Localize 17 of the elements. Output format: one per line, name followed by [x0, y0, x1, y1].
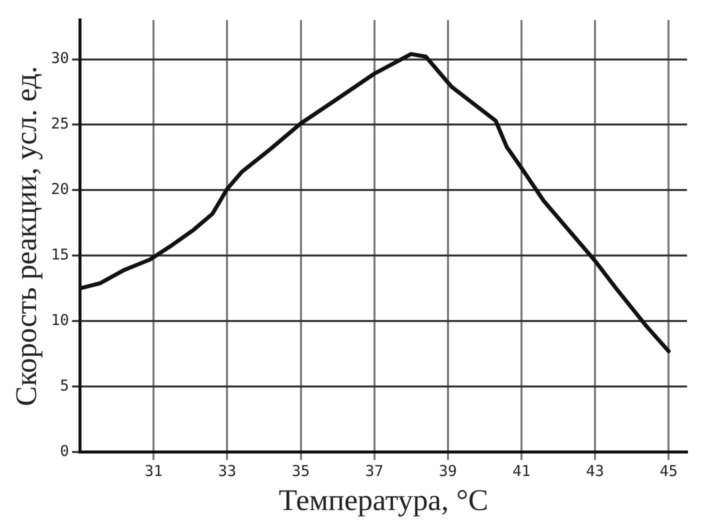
y-tick-label: 20	[51, 180, 70, 198]
y-axis-title: Скорость реакции, усл. ед.	[10, 66, 43, 406]
y-tick-label: 25	[51, 114, 70, 133]
x-tick-label: 33	[218, 462, 236, 480]
y-tick-label: 0	[60, 442, 70, 460]
y-tick-label: 10	[51, 310, 70, 329]
x-tick-label: 31	[144, 462, 163, 480]
y-tick-label: 30	[51, 49, 70, 68]
x-tick-label: 39	[438, 462, 457, 480]
x-tick-label: 35	[292, 462, 310, 480]
x-tick-label: 41	[512, 462, 531, 480]
y-tick-label: 15	[51, 246, 70, 264]
x-tick-label: 45	[660, 462, 678, 480]
x-axis-title: Температура, °С	[278, 484, 488, 517]
y-tick-label: 5	[60, 376, 70, 394]
x-tick-label: 43	[586, 462, 604, 480]
x-tick-label: 37	[365, 462, 384, 480]
